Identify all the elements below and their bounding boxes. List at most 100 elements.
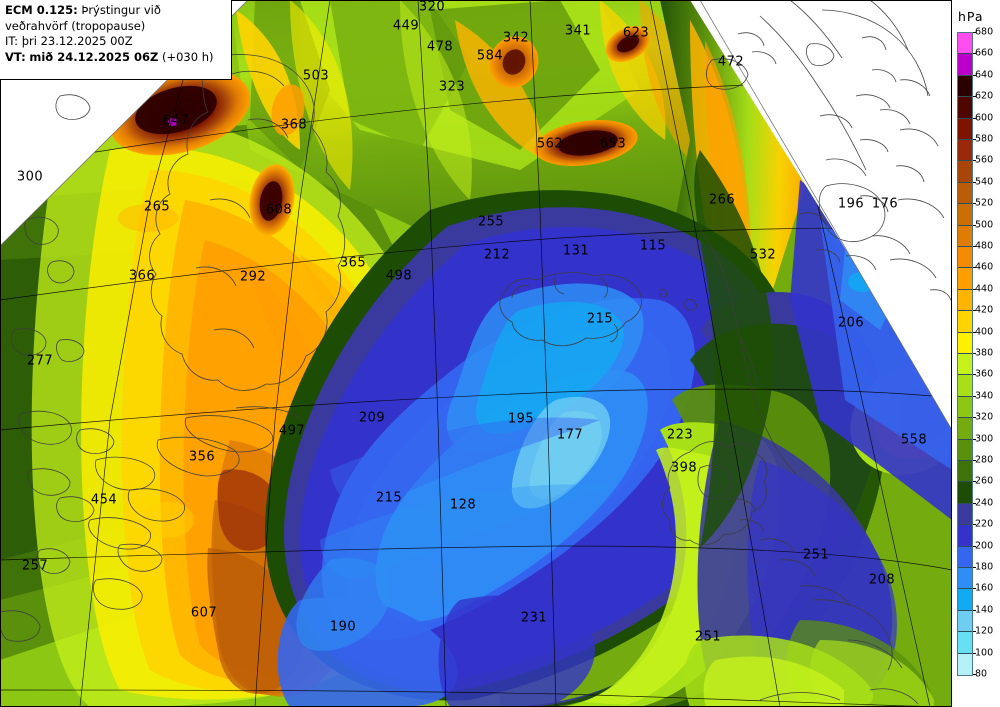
legend-tick: 540 <box>975 176 994 188</box>
legend-tickmark <box>973 139 976 140</box>
info-line-init: IT: þri 23.12.2025 00Z <box>5 34 227 50</box>
legend-tick: 300 <box>975 432 994 444</box>
parameter-name: Þrýstingur við <box>81 3 161 17</box>
legend-tick: 360 <box>975 368 994 380</box>
legend-swatch <box>958 503 972 526</box>
legend-swatch <box>958 632 972 654</box>
valid-time: mið 24.12.2025 06Z <box>29 49 159 64</box>
legend-tickmark <box>973 32 976 33</box>
legend-swatch <box>958 568 972 590</box>
legend-colorbar <box>957 32 973 676</box>
legend-tickmark <box>973 160 976 162</box>
legend-swatch <box>958 610 972 633</box>
legend-tick: 420 <box>975 304 994 316</box>
info-line-model: ECM 0.125: Þrýstingur við <box>5 3 227 19</box>
lead-time: (+030 h) <box>161 49 214 64</box>
legend-tick: 120 <box>975 625 994 637</box>
legend-swatch <box>958 140 972 162</box>
legend-tickmark <box>973 331 976 333</box>
legend-swatch <box>958 653 972 675</box>
legend-tickmark <box>973 438 976 440</box>
color-legend: hPa 680 660 640 620 600 580 560 540 520 500 480 460… <box>952 0 1000 707</box>
legend-tick: 600 <box>975 111 994 123</box>
legend-tick: 520 <box>975 197 994 209</box>
legend-swatch <box>958 396 972 419</box>
legend-tick: 400 <box>975 325 994 337</box>
legend-tickmark <box>973 246 976 247</box>
legend-swatch <box>958 33 972 55</box>
legend-tickmark <box>973 652 976 654</box>
legend-title: hPa <box>958 9 984 24</box>
valid-label: VT: <box>5 49 26 64</box>
legend-tickmark <box>973 524 976 526</box>
legend-tick: 440 <box>975 283 994 295</box>
legend-swatch <box>958 589 972 611</box>
legend-tick: 680 <box>975 26 994 38</box>
legend-tick: 620 <box>975 90 994 102</box>
legend-tickmark <box>973 460 976 461</box>
legend-tick: 460 <box>975 261 994 273</box>
legend-tickmark <box>973 203 976 205</box>
legend-tickmark <box>973 267 976 269</box>
legend-swatch <box>958 482 972 504</box>
legend-tickmark <box>973 53 976 55</box>
legend-tickmark <box>973 288 976 290</box>
legend-tick: 200 <box>975 539 994 551</box>
parameter-name-cont: veðrahvörf (tropopause) <box>5 18 146 33</box>
forecast-info-box: ECM 0.125: Þrýstingur við veðrahvörf (tr… <box>0 0 232 80</box>
legend-swatch <box>958 461 972 483</box>
legend-swatch <box>958 204 972 226</box>
legend-tick: 640 <box>975 69 994 81</box>
legend-tick: 260 <box>975 475 994 487</box>
legend-tick: 320 <box>975 411 994 423</box>
info-line-parameter-cont: veðrahvörf (tropopause) <box>5 19 227 35</box>
legend-tickmark <box>973 567 976 568</box>
model-label: ECM 0.125: <box>5 3 78 17</box>
map-panel[interactable]: 320 449 478 342 341 623 584 503 323 472 647 368 562 6… <box>0 0 952 707</box>
legend-swatch <box>958 546 972 568</box>
legend-tickmark <box>973 502 976 504</box>
legend-swatch <box>958 182 972 205</box>
info-line-valid: VT: mið 24.12.2025 06Z (+030 h) <box>5 50 227 66</box>
legend-swatch <box>958 161 972 183</box>
legend-tickmark <box>973 631 976 633</box>
legend-tick: 240 <box>975 497 994 509</box>
legend-tickmark <box>973 417 976 419</box>
legend-tickmark <box>973 609 976 611</box>
legend-swatch <box>958 75 972 98</box>
legend-tickmark <box>973 374 976 376</box>
legend-swatch <box>958 225 972 247</box>
legend-swatch <box>958 375 972 397</box>
legend-tickmark <box>973 481 976 483</box>
legend-tick: 160 <box>975 582 994 594</box>
legend-tick: 180 <box>975 561 994 573</box>
legend-tick: 480 <box>975 240 994 252</box>
legend-swatch <box>958 118 972 140</box>
legend-tick: 580 <box>975 133 994 145</box>
legend-tick: 660 <box>975 47 994 59</box>
legend-tick: 280 <box>975 454 994 466</box>
legend-tickmark <box>973 117 976 119</box>
legend-tickmark <box>973 674 976 675</box>
legend-tickmark <box>973 224 976 226</box>
legend-tickmark <box>973 545 976 547</box>
legend-tick: 80 <box>975 668 988 680</box>
legend-tick: 100 <box>975 646 994 658</box>
legend-swatch <box>958 311 972 333</box>
legend-swatch <box>958 268 972 290</box>
legend-swatch <box>958 439 972 461</box>
init-label: IT: <box>5 34 19 49</box>
legend-tickmark <box>973 395 976 397</box>
legend-tick: 220 <box>975 518 994 530</box>
legend-swatch <box>958 247 972 269</box>
legend-swatch <box>958 289 972 312</box>
legend-tick: 380 <box>975 347 994 359</box>
legend-tick: 500 <box>975 218 994 230</box>
legend-tickmark <box>973 310 976 312</box>
legend-swatch <box>958 54 972 76</box>
legend-tickmark <box>973 353 976 354</box>
legend-tick: 140 <box>975 604 994 616</box>
tropopause-pressure-field <box>0 0 952 707</box>
legend-swatch <box>958 332 972 354</box>
